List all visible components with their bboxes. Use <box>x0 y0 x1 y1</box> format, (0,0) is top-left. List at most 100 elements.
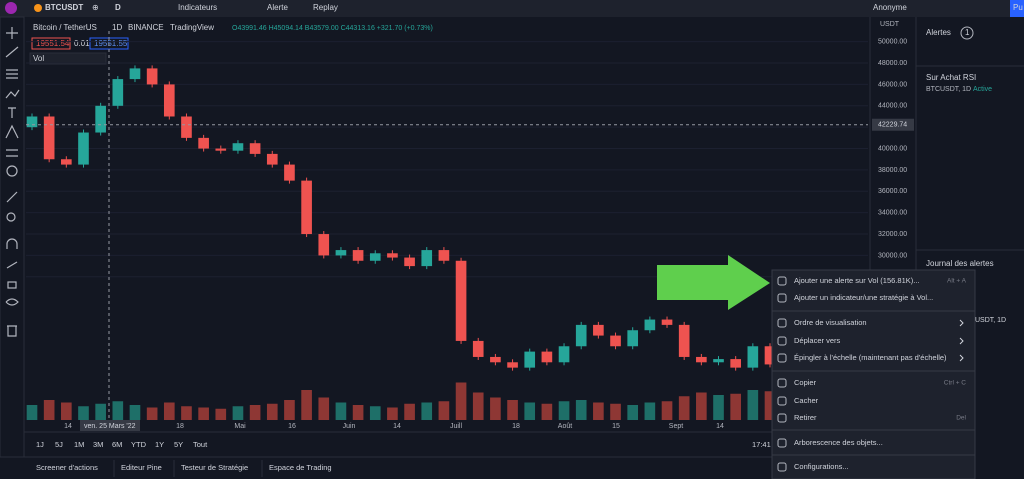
bottom-tab[interactable]: Testeur de Stratégie <box>181 463 248 472</box>
alert-button[interactable]: Alerte <box>267 3 288 12</box>
user-button[interactable]: Anonyme <box>873 3 907 12</box>
menu-icon[interactable] <box>777 336 787 346</box>
candle <box>95 105 106 133</box>
candle <box>627 330 639 347</box>
ruler-tool[interactable] <box>6 191 18 203</box>
menu-icon[interactable] <box>777 318 787 328</box>
menu-icon[interactable] <box>777 378 787 388</box>
menu-item[interactable]: Épingler à l'échelle (maintenant pas d'é… <box>794 353 947 362</box>
text-tool[interactable] <box>8 107 16 118</box>
zoom-tool[interactable] <box>6 212 16 222</box>
sell-box[interactable] <box>31 37 71 50</box>
volume-bar <box>490 397 501 420</box>
alert-symbol: BTCUSDT, 1D <box>926 86 971 93</box>
candle <box>472 340 484 357</box>
y-tick-label: 30000.00 <box>878 252 907 259</box>
menu-icon[interactable] <box>777 396 787 406</box>
hide-tool[interactable] <box>5 298 19 306</box>
interval[interactable]: D <box>115 3 121 12</box>
candle <box>507 362 518 368</box>
pattern-tool[interactable] <box>5 89 20 99</box>
menu-icon[interactable] <box>777 462 787 472</box>
volume-label[interactable]: Vol <box>33 54 44 63</box>
menu-item[interactable]: Déplacer vers <box>794 336 841 345</box>
volume-bar <box>387 407 398 420</box>
candle <box>318 234 330 256</box>
x-tick-label: 18 <box>176 423 184 430</box>
volume-bar <box>335 402 347 420</box>
menu-icon[interactable] <box>777 438 787 448</box>
candle <box>644 319 656 331</box>
candle <box>43 116 55 160</box>
range-button[interactable]: 1J <box>36 440 44 449</box>
add-symbol[interactable]: ⊕ <box>92 3 99 12</box>
range-button[interactable]: 5J <box>55 440 63 449</box>
menu-icon[interactable] <box>777 353 787 363</box>
volume-bar <box>181 406 192 420</box>
publish-button[interactable] <box>1010 0 1024 17</box>
volume-bar <box>198 407 209 420</box>
volume-bar <box>610 403 621 420</box>
stay-drawing[interactable] <box>6 261 18 269</box>
volume-bar <box>438 401 450 420</box>
menu-icon[interactable] <box>777 413 787 423</box>
buy-price[interactable]: 19551.55 <box>94 39 128 48</box>
indicators-button[interactable]: Indicateurs <box>178 3 217 12</box>
y-tick-label: 32000.00 <box>878 231 907 238</box>
volume-bar <box>404 403 415 420</box>
candle <box>284 164 295 181</box>
emoji-tool[interactable] <box>6 165 18 177</box>
range-button[interactable]: 3M <box>93 440 103 449</box>
candle <box>146 68 158 85</box>
range-button[interactable]: YTD <box>131 440 147 449</box>
toolbar-icons <box>5 27 20 337</box>
alert-name[interactable]: Sur Achat RSI <box>926 73 976 82</box>
trend-tool[interactable] <box>5 46 19 58</box>
bottom-tab[interactable]: Screener d'actions <box>36 463 98 472</box>
bottom-tab[interactable]: Editeur Pine <box>121 463 162 472</box>
menu-item[interactable]: Ajouter un indicateur/une stratégie à Vo… <box>794 293 933 302</box>
price-axis-currency: USDT <box>880 21 900 28</box>
menu-item[interactable]: Copier <box>794 378 817 387</box>
spread: 0.01 <box>74 39 90 48</box>
volume-bar <box>524 402 536 420</box>
menu-item[interactable]: Cacher <box>794 396 819 405</box>
clock: 17:41 <box>752 440 771 449</box>
volume-bar <box>575 400 587 420</box>
range-button[interactable]: 5Y <box>174 440 183 449</box>
menu-icon[interactable] <box>777 276 787 286</box>
delete-tool[interactable] <box>7 325 17 337</box>
publish-label[interactable]: Pu <box>1013 3 1023 12</box>
sell-price[interactable]: 19551.54 <box>36 39 70 48</box>
menu-item[interactable]: Retirer <box>794 413 817 422</box>
fib-tool[interactable] <box>6 69 18 79</box>
candle <box>26 116 38 128</box>
measure-tool[interactable] <box>6 149 18 157</box>
candle <box>387 253 398 258</box>
menu-icon[interactable] <box>777 293 787 303</box>
range-button[interactable]: Tout <box>193 440 208 449</box>
menu-item[interactable]: Ajouter une alerte sur Vol (156.81K)... <box>794 276 920 285</box>
avatar[interactable] <box>5 2 17 14</box>
forecast-tool[interactable] <box>5 124 19 139</box>
symbol[interactable]: BTCUSDT <box>45 3 83 12</box>
magnet-tool[interactable] <box>6 238 18 249</box>
cross-tool[interactable] <box>6 27 18 39</box>
bottom-tab[interactable]: Espace de Trading <box>269 463 332 472</box>
range-button[interactable]: 1Y <box>155 440 164 449</box>
range-button[interactable]: 6M <box>112 440 122 449</box>
crosshair-date: ven. 25 Mars '22 <box>84 423 136 430</box>
menu-item[interactable]: Ordre de visualisation <box>794 318 867 327</box>
menu-item[interactable]: Arborescence des objets... <box>794 438 883 447</box>
candle <box>61 159 72 165</box>
menu-item[interactable]: Configurations... <box>794 462 849 471</box>
lock-tool[interactable] <box>7 281 17 289</box>
x-tick-label: 14 <box>64 423 72 430</box>
volume-bar <box>644 402 656 420</box>
range-button[interactable]: 1M <box>74 440 84 449</box>
volume-bar <box>747 390 759 420</box>
volume-bar <box>627 405 639 420</box>
x-tick-label: 15 <box>612 423 620 430</box>
replay-button[interactable]: Replay <box>313 3 338 12</box>
